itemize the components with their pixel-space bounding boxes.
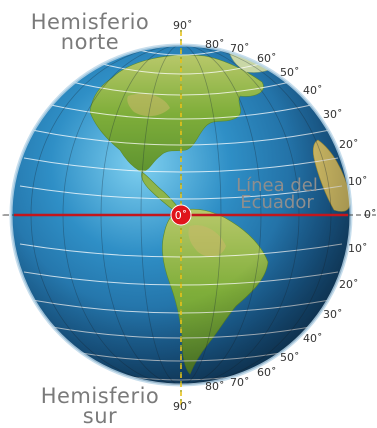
- equator-left-dash: -: [2, 208, 6, 221]
- lat-label-north-30: 30˚: [323, 108, 343, 121]
- lat-label-south-40: 40˚: [303, 332, 323, 345]
- center-marker-label: 0˚: [175, 209, 188, 222]
- lat-label-north-90: 90˚: [173, 19, 193, 32]
- lat-label-south-30: 30˚: [323, 308, 343, 321]
- lat-label-north-20: 20˚: [339, 138, 359, 151]
- south-hemisphere-label: Hemisferio sur: [40, 384, 160, 428]
- lat-label-south-20: 20˚: [339, 278, 359, 291]
- north-hemisphere-label: Hemisferio norte: [30, 10, 150, 54]
- lat-label-south-80: 80˚: [205, 380, 225, 393]
- lat-label-south-10: 10˚: [348, 242, 368, 255]
- lat-label-north-50: 50˚: [280, 66, 300, 79]
- lat-label-south-60: 60˚: [257, 366, 277, 379]
- lat-label-equator: 0˚: [364, 208, 377, 221]
- center-marker: [170, 204, 192, 226]
- lat-label-north-60: 60˚: [257, 52, 277, 65]
- lat-label-north-80: 80˚: [205, 38, 225, 51]
- lat-label-south-70: 70˚: [230, 376, 250, 389]
- lat-label-north-10: 10˚: [348, 175, 368, 188]
- equator-label: Línea del Ecuador: [236, 175, 318, 213]
- lat-label-north-70: 70˚: [230, 42, 250, 55]
- lat-label-south-50: 50˚: [280, 351, 300, 364]
- lat-label-south-90: 90˚: [173, 400, 193, 413]
- lat-label-north-40: 40˚: [303, 84, 323, 97]
